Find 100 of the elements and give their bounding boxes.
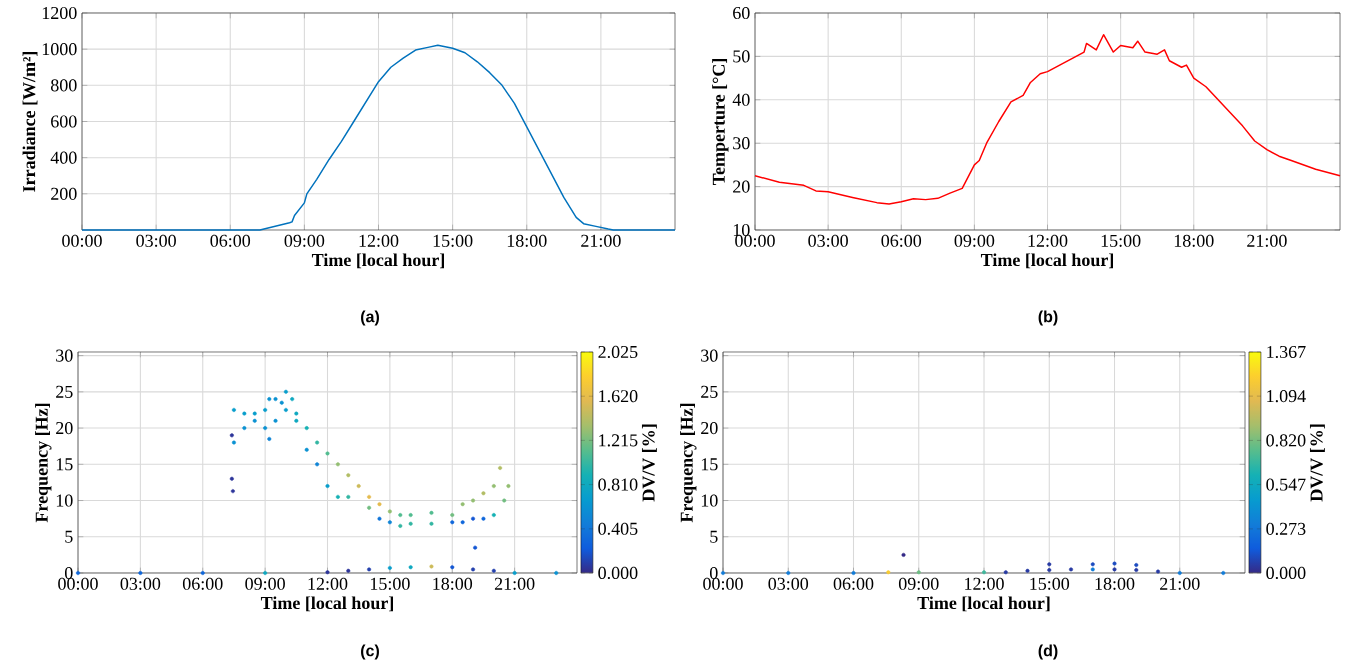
y-tick-label: 20 bbox=[733, 180, 750, 193]
y-tick-label: 10 bbox=[56, 494, 73, 507]
x-tick-label: 18:00 bbox=[433, 577, 473, 590]
y-axis-title: Irradiance [W/m²] bbox=[22, 51, 38, 192]
point bbox=[1047, 568, 1052, 573]
x-tick-label: 00:00 bbox=[58, 577, 98, 590]
line-series bbox=[754, 33, 1341, 205]
x-tick-label: 06:00 bbox=[182, 577, 223, 590]
y-tick-label: 40 bbox=[732, 93, 750, 106]
point bbox=[851, 570, 856, 575]
point bbox=[1090, 562, 1095, 567]
x-axis-title: Time [local hour] bbox=[917, 596, 1050, 612]
x-tick-label: 00:00 bbox=[735, 234, 775, 247]
y-tick-label: 200 bbox=[51, 187, 77, 200]
color-bar-label: 0.820 bbox=[1266, 434, 1306, 447]
x-tick-label: 21:00 bbox=[1160, 577, 1200, 590]
point bbox=[916, 570, 921, 575]
point bbox=[1047, 562, 1052, 567]
y-tick-label: 60 bbox=[733, 6, 750, 20]
point bbox=[786, 570, 791, 575]
color-bar-label: 1.215 bbox=[599, 434, 638, 447]
y-tick-label: 20 bbox=[56, 421, 73, 435]
x-tick-label: 03:00 bbox=[808, 234, 848, 247]
x-tick-label: 00:00 bbox=[62, 234, 102, 247]
x-tick-label: 06:00 bbox=[833, 577, 874, 590]
text: (d) bbox=[1038, 644, 1058, 660]
x-tick-label: 12:00 bbox=[1028, 234, 1068, 247]
x-tick-label: 18:00 bbox=[1174, 234, 1214, 247]
y-tick-label: 400 bbox=[50, 151, 77, 164]
color-bar-label: 0.000 bbox=[1266, 566, 1306, 580]
point bbox=[1177, 570, 1182, 575]
point bbox=[982, 570, 987, 575]
point bbox=[886, 570, 891, 575]
x-tick-label: 06:00 bbox=[881, 234, 922, 247]
y-axis-title: Temperture [°C] bbox=[712, 58, 729, 186]
point bbox=[1134, 568, 1139, 573]
color-bar-label: 0.810 bbox=[598, 478, 638, 491]
x-tick-label: 03:00 bbox=[768, 577, 809, 590]
y-tick-label: 10 bbox=[733, 223, 750, 237]
point bbox=[1025, 568, 1030, 573]
x-axis-title: Time [local hour] bbox=[311, 253, 444, 269]
y-tick-label: 15 bbox=[701, 458, 718, 471]
x-tick-label: 09:00 bbox=[954, 234, 995, 247]
color-bar-label: 0.405 bbox=[598, 522, 638, 535]
y-tick-label: 1200 bbox=[42, 6, 77, 20]
point bbox=[1069, 567, 1074, 572]
y-tick-label: 25 bbox=[56, 385, 73, 398]
x-tick-label: 03:00 bbox=[136, 234, 176, 247]
y-tick-label: 25 bbox=[701, 385, 718, 398]
y-tick-label: 800 bbox=[50, 79, 77, 92]
text: (c) bbox=[361, 644, 379, 660]
point bbox=[1003, 570, 1008, 575]
color-bar-label: 1.620 bbox=[599, 390, 638, 403]
color-bar-label: 0.273 bbox=[1266, 522, 1306, 535]
color-bar-label: 2.025 bbox=[598, 345, 638, 359]
color-bar-label: 1.094 bbox=[1267, 390, 1306, 403]
y-axis-title: Frequency [Hz] bbox=[35, 403, 52, 523]
y-tick-label: 30 bbox=[733, 137, 750, 150]
y-axis-title: Frequency [Hz] bbox=[680, 403, 697, 523]
color-bar-title: DV/V [%] bbox=[641, 424, 657, 502]
x-tick-label: 12:00 bbox=[308, 577, 348, 590]
x-axis-title: Time [local hour] bbox=[980, 253, 1114, 269]
x-tick-label: 21:00 bbox=[494, 577, 535, 590]
x-tick-label: 15:00 bbox=[433, 234, 473, 247]
color-bar-label: 0.547 bbox=[1266, 478, 1306, 491]
point bbox=[1156, 569, 1161, 574]
x-tick-label: 21:00 bbox=[1247, 234, 1287, 247]
x-tick-label: 18:00 bbox=[1095, 577, 1135, 590]
x-tick-label: 15:00 bbox=[1030, 577, 1070, 590]
y-tick-label: 10 bbox=[701, 494, 718, 507]
x-axis-title: Time [local hour] bbox=[260, 596, 393, 612]
point bbox=[1112, 561, 1117, 566]
y-tick-label: 30 bbox=[56, 349, 73, 362]
x-tick-label: 03:00 bbox=[120, 577, 161, 590]
y-tick-label: 30 bbox=[701, 349, 718, 362]
color-bar-title: DV/V [%] bbox=[1309, 424, 1325, 502]
point bbox=[1134, 563, 1139, 568]
point bbox=[721, 570, 726, 575]
y-tick-label: 1000 bbox=[42, 43, 77, 56]
text: (a) bbox=[361, 310, 379, 326]
point bbox=[1221, 570, 1226, 575]
text: (b) bbox=[1038, 310, 1058, 326]
x-tick-label: 18:00 bbox=[507, 234, 547, 247]
y-tick-label: 50 bbox=[733, 50, 750, 63]
color-bar-label: 0.000 bbox=[598, 566, 638, 580]
y-tick-label: 600 bbox=[51, 115, 77, 128]
y-tick-label: 5 bbox=[710, 530, 718, 543]
y-tick-label: 20 bbox=[701, 421, 718, 435]
point bbox=[1112, 567, 1117, 572]
x-tick-label: 12:00 bbox=[359, 234, 399, 247]
x-tick-label: 15:00 bbox=[370, 577, 410, 590]
point bbox=[1090, 567, 1095, 572]
x-tick-label: 12:00 bbox=[965, 577, 1004, 590]
color-bar-label: 1.367 bbox=[1267, 345, 1306, 359]
x-tick-label: 09:00 bbox=[898, 577, 939, 590]
y-tick-label: 5 bbox=[65, 530, 73, 543]
x-tick-label: 06:00 bbox=[210, 234, 251, 247]
x-tick-label: 09:00 bbox=[245, 577, 285, 590]
y-tick-label: 15 bbox=[56, 458, 73, 471]
x-tick-label: 15:00 bbox=[1101, 234, 1141, 247]
